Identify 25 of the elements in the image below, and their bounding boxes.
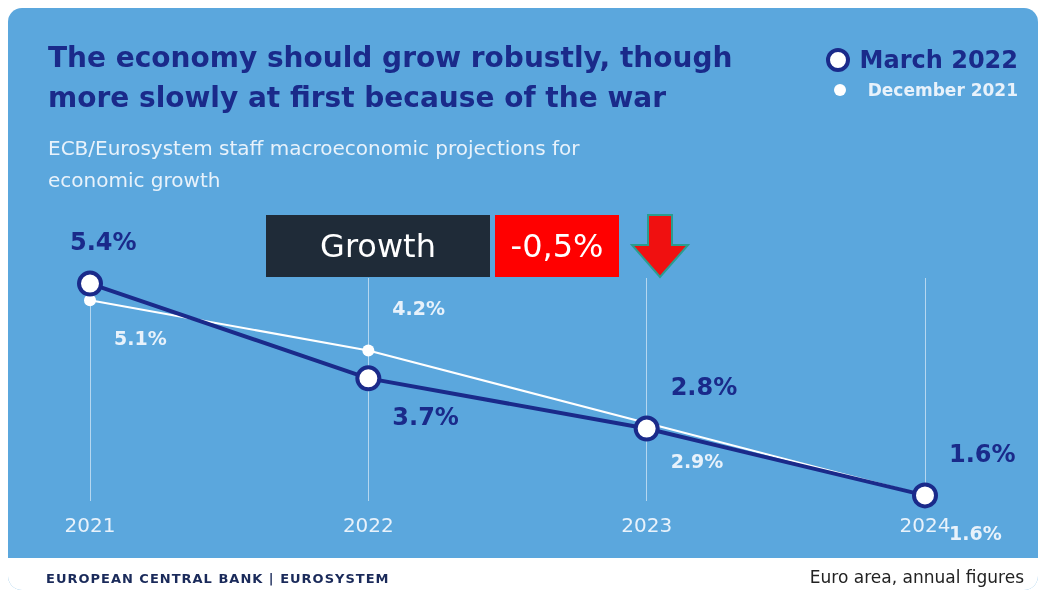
- x-tick-label: 2022: [342, 513, 394, 538]
- data-label: 5.1%: [114, 327, 167, 350]
- text: EUROPEAN CENTRAL BANK | EUROSYSTEM: [46, 571, 390, 586]
- point: [362, 344, 375, 357]
- point: [633, 415, 660, 442]
- chart-subtitle: ECB/Eurosystem staff macroeconomic projections for economic growth: [48, 135, 581, 194]
- point: [912, 482, 938, 509]
- x-tick-label: 2023: [621, 513, 673, 538]
- x-tick-label: 2021: [64, 513, 116, 538]
- text: -0,5%: [495, 215, 619, 277]
- point: [77, 270, 103, 297]
- data-label: 1.6%: [949, 522, 1002, 545]
- legend-label: March 2022: [859, 46, 1018, 74]
- data-label: 3.7%: [392, 402, 459, 431]
- data-label: 1.6%: [949, 439, 1016, 468]
- point: [355, 365, 382, 392]
- text: Euro area, annual figures: [809, 567, 1024, 587]
- data-label: 5.4%: [70, 227, 137, 256]
- legend-label: December 2021: [867, 80, 1018, 100]
- data-label: 2.8%: [670, 372, 738, 401]
- data-label: 2.9%: [670, 449, 724, 472]
- x-tick-label: 2024: [899, 513, 951, 538]
- chart-title: The economy should grow robustly, though more slowly at first because of the war: [48, 40, 734, 116]
- text: Growth: [266, 215, 490, 277]
- data-label: 4.2%: [392, 297, 446, 320]
